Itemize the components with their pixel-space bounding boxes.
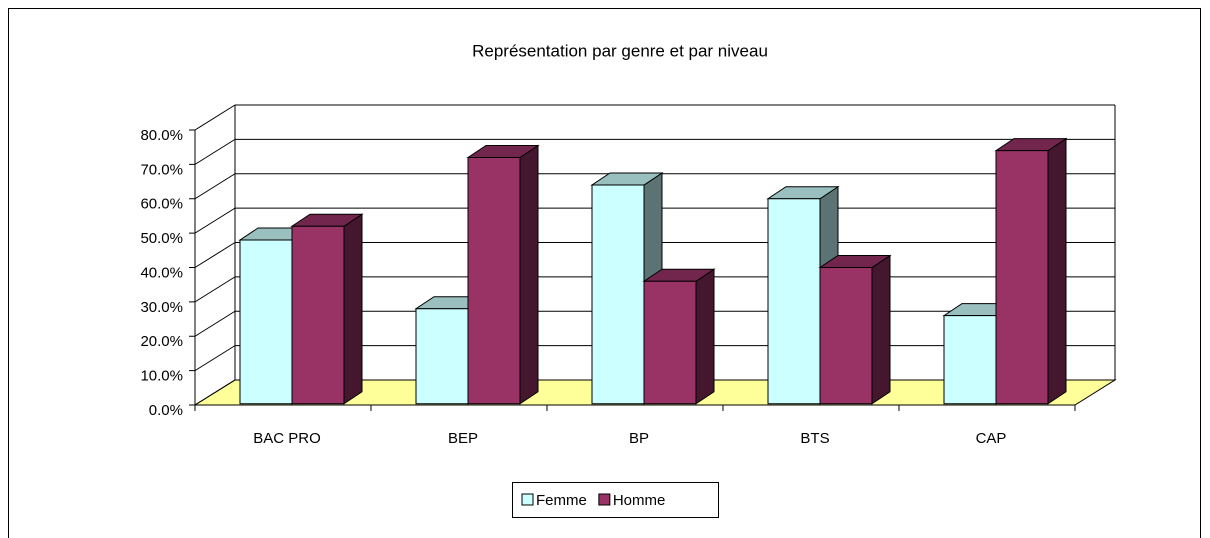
grid-line (194, 207, 236, 234)
y-tick-label: 60.0% (140, 196, 183, 213)
y-tick-label: 80.0% (140, 127, 183, 144)
y-tick-label: 30.0% (140, 299, 183, 316)
grid-line (194, 173, 236, 200)
legend-label: Homme (613, 492, 666, 509)
x-tick-label: BAC PRO (253, 430, 321, 447)
legend-swatch (598, 493, 611, 506)
bar-side (343, 213, 363, 405)
legend (512, 482, 719, 518)
y-tick-label: 10.0% (140, 368, 183, 385)
y-tick-label: 50.0% (140, 230, 183, 247)
x-tick-label: BP (629, 430, 649, 447)
grid-line (194, 104, 236, 131)
y-tick-label: 40.0% (140, 264, 183, 281)
bar (239, 239, 293, 405)
bar (291, 225, 345, 405)
chart-title: Représentation par genre et par niveau (472, 41, 768, 60)
legend-swatch (521, 493, 534, 506)
grid-line (194, 276, 236, 303)
y-tick-label: 70.0% (140, 161, 183, 178)
y-tick-label: 0.0% (149, 402, 183, 419)
grid-line (194, 379, 236, 406)
legend-label: Femme (536, 492, 587, 509)
x-tick-label: BTS (800, 430, 829, 447)
x-tick-label: CAP (976, 430, 1007, 447)
bar-side (519, 144, 539, 405)
bar (767, 198, 821, 405)
grid-line (194, 310, 236, 337)
bar (415, 308, 469, 405)
bar (819, 267, 873, 405)
bar-side (695, 268, 715, 405)
grid-line (194, 138, 236, 165)
x-tick-label: BEP (448, 430, 478, 447)
bar (591, 184, 645, 405)
bar (467, 157, 521, 405)
y-tick-label: 20.0% (140, 333, 183, 350)
bar-side (871, 254, 891, 405)
grid-line (194, 345, 236, 372)
bar (995, 150, 1049, 405)
bar (943, 315, 997, 405)
bar-side (1047, 137, 1067, 405)
grid-line (194, 242, 236, 268)
bar (643, 280, 697, 405)
